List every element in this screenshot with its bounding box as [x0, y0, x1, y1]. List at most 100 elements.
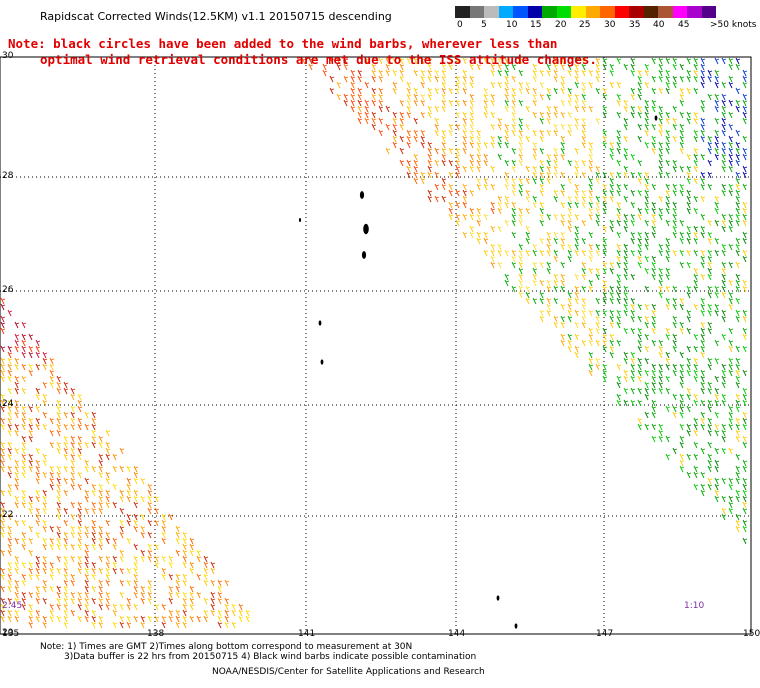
wind-barb — [301, 57, 307, 65]
wind-barb — [154, 561, 160, 569]
wind-barb — [553, 111, 559, 119]
wind-barb — [98, 471, 104, 479]
wind-barb — [714, 309, 720, 317]
wind-barb — [98, 585, 104, 593]
wind-barb — [532, 63, 538, 71]
wind-barb — [49, 477, 55, 485]
wind-barb — [588, 183, 594, 191]
wind-barb — [161, 615, 167, 623]
wind-barb — [525, 291, 531, 299]
wind-barb — [420, 69, 426, 77]
wind-barb — [0, 363, 6, 371]
wind-barb — [175, 537, 181, 545]
wind-barb — [714, 489, 720, 497]
wind-barb — [196, 555, 202, 563]
wind-barb — [98, 591, 104, 599]
wind-barb — [525, 249, 531, 257]
wind-barb — [693, 117, 699, 125]
wind-barb — [595, 339, 601, 347]
legend-label: 35 — [629, 20, 641, 30]
wind-barb — [140, 477, 146, 485]
wind-barb — [441, 177, 447, 185]
wind-barb — [735, 147, 741, 155]
wind-barb — [434, 123, 440, 131]
wind-barb — [553, 279, 559, 287]
wind-barb — [616, 273, 622, 281]
wind-barb — [539, 249, 545, 257]
wind-barb — [504, 195, 510, 203]
wind-barb — [14, 381, 20, 389]
wind-barb — [721, 507, 727, 515]
wind-barb — [91, 609, 97, 617]
wind-barb — [609, 141, 615, 149]
wind-barb — [553, 231, 559, 239]
wind-barb — [630, 219, 636, 227]
wind-barb — [735, 57, 741, 65]
wind-barb — [77, 555, 83, 563]
wind-barb — [56, 477, 62, 485]
wind-barb — [63, 585, 69, 593]
wind-barb — [700, 153, 706, 161]
wind-barb — [504, 63, 510, 71]
wind-barb — [574, 333, 580, 341]
wind-barb — [728, 339, 734, 347]
wind-barb — [735, 345, 741, 353]
wind-barb — [7, 447, 13, 455]
wind-barb — [686, 387, 692, 395]
legend-swatch — [672, 6, 687, 18]
wind-barb — [665, 171, 671, 179]
wind-barb — [623, 99, 629, 107]
wind-barb — [518, 69, 524, 77]
wind-barb — [42, 357, 48, 365]
wind-barb — [630, 69, 636, 77]
wind-barb — [385, 57, 391, 65]
wind-barb — [497, 201, 503, 209]
wind-barb — [112, 453, 118, 461]
wind-barb — [427, 159, 433, 167]
wind-barb — [644, 123, 650, 131]
wind-barb — [49, 561, 55, 569]
wind-barb — [112, 543, 118, 551]
wind-barb — [616, 57, 622, 65]
wind-barb — [511, 129, 517, 137]
wind-barb — [483, 99, 489, 107]
wind-barb — [714, 399, 720, 407]
wind-barb — [14, 495, 20, 503]
wind-barb — [84, 465, 90, 473]
wind-barb — [658, 69, 664, 77]
wind-barb — [602, 237, 608, 245]
wind-barb — [0, 417, 6, 425]
wind-barb — [441, 75, 447, 83]
wind-barb — [469, 189, 475, 197]
wind-barb — [658, 267, 664, 275]
wind-barb — [714, 339, 720, 347]
wind-barb — [77, 405, 83, 413]
wind-barb — [497, 225, 503, 233]
wind-barb — [721, 393, 727, 401]
wind-barb — [742, 201, 748, 209]
wind-barb — [14, 537, 20, 545]
wind-barb — [658, 423, 664, 431]
wind-barb — [413, 99, 419, 107]
wind-barb — [98, 459, 104, 467]
wind-barb — [0, 603, 6, 611]
wind-barb — [21, 417, 27, 425]
wind-barb — [105, 441, 111, 449]
wind-barb — [672, 231, 678, 239]
wind-barb — [14, 471, 20, 479]
wind-barb — [49, 609, 55, 617]
wind-barb — [672, 411, 678, 419]
wind-barb — [630, 237, 636, 245]
wind-barb — [623, 285, 629, 293]
wind-barb — [427, 141, 433, 149]
wind-barb — [581, 57, 587, 65]
wind-barb — [532, 177, 538, 185]
wind-barb — [707, 417, 713, 425]
wind-barb — [616, 141, 622, 149]
wind-barb — [42, 393, 48, 401]
wind-barb — [707, 273, 713, 281]
wind-barb — [35, 585, 41, 593]
wind-barb — [539, 147, 545, 155]
wind-barb — [693, 429, 699, 437]
wind-barb — [91, 525, 97, 533]
